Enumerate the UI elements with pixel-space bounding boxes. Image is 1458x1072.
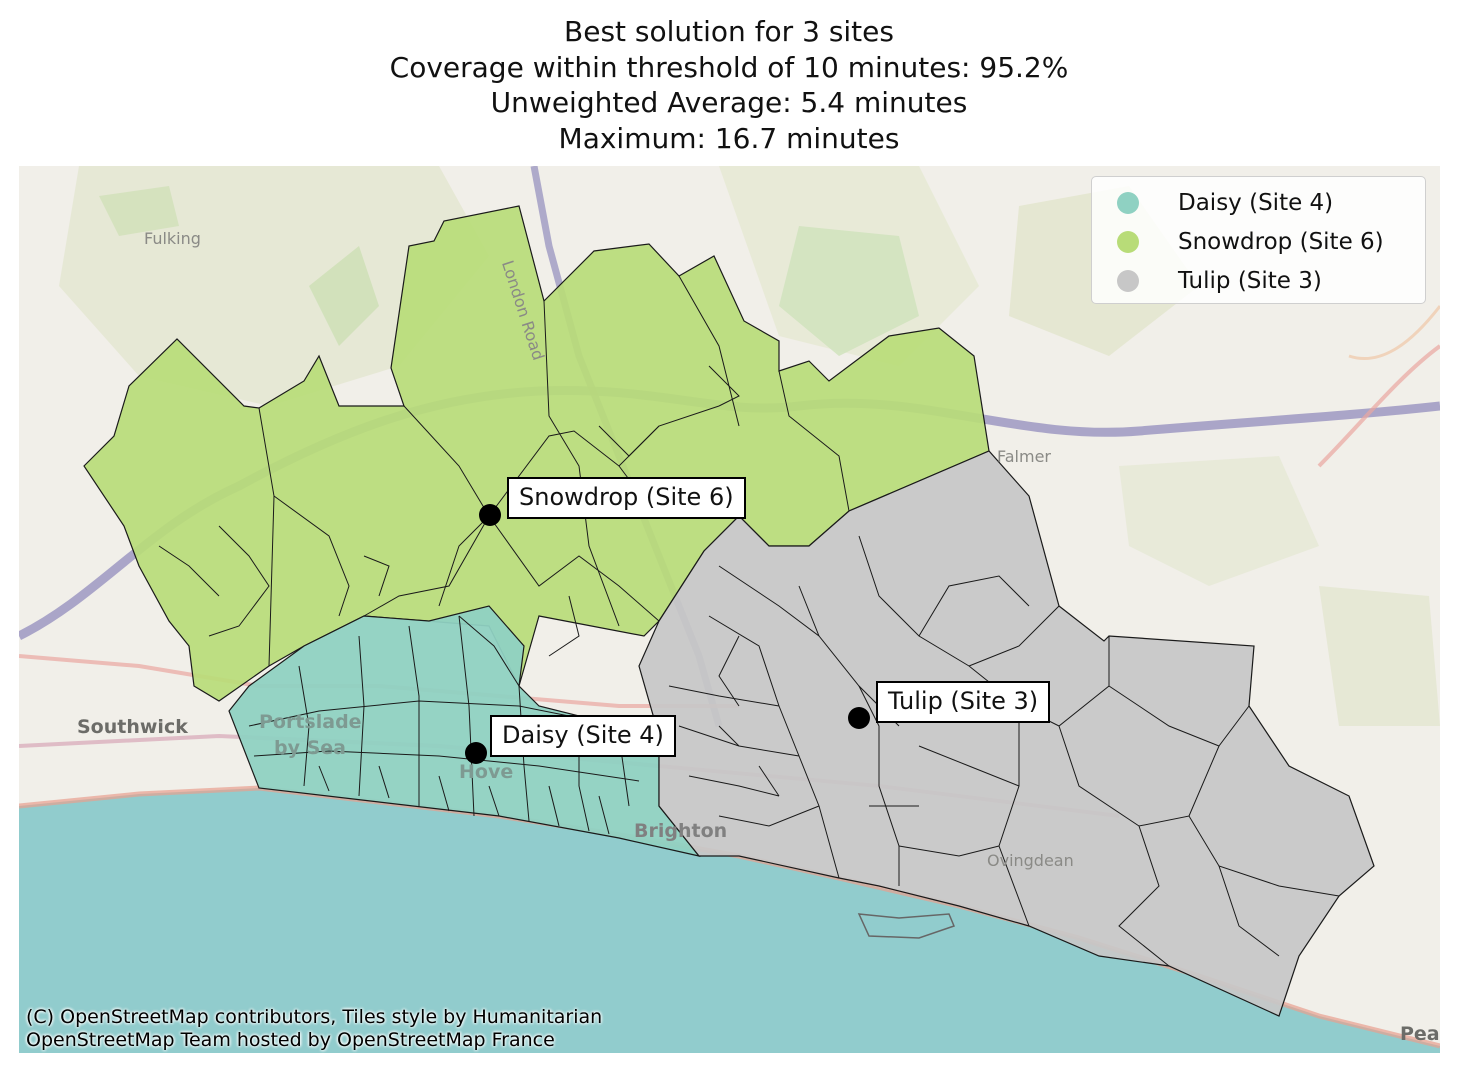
- place-by-sea: by Sea: [274, 737, 346, 759]
- place-falmer: Falmer: [997, 447, 1051, 466]
- attribution-line-1: (C) OpenStreetMap contributors, Tiles st…: [26, 1006, 603, 1028]
- legend-swatch-daisy: [1117, 192, 1139, 214]
- map-area[interactable]: Fulking London Road Falmer Southwick Por…: [19, 166, 1440, 1053]
- site-marker-tulip[interactable]: [848, 707, 870, 729]
- region-daisy[interactable]: [228, 605, 701, 857]
- site-label-daisy: Daisy (Site 4): [490, 715, 676, 757]
- title-line-4: Maximum: 16.7 minutes: [558, 121, 900, 155]
- legend-item-daisy: Daisy (Site 4): [1092, 188, 1425, 218]
- legend-item-tulip: Tulip (Site 3): [1092, 266, 1425, 296]
- place-brighton: Brighton: [634, 820, 728, 842]
- place-southwick: Southwick: [77, 716, 188, 738]
- site-marker-daisy[interactable]: [465, 742, 487, 764]
- region-tulip[interactable]: [638, 450, 1375, 1017]
- sea: [19, 788, 1440, 1053]
- site-marker-snowdrop[interactable]: [479, 504, 501, 526]
- map-legend: Daisy (Site 4) Snowdrop (Site 6) Tulip (…: [1091, 176, 1426, 304]
- place-hove: Hove: [459, 761, 514, 783]
- attribution-line-2: OpenStreetMap Team hosted by OpenStreetM…: [26, 1029, 555, 1051]
- map-attribution: (C) OpenStreetMap contributors, Tiles st…: [26, 1006, 602, 1052]
- place-portslade: Portslade: [259, 711, 362, 733]
- site-label-tulip: Tulip (Site 3): [876, 681, 1051, 723]
- legend-label-snowdrop: Snowdrop (Site 6): [1178, 229, 1384, 255]
- title-line-2: Coverage within threshold of 10 minutes:…: [389, 50, 1069, 84]
- title-line-3: Unweighted Average: 5.4 minutes: [490, 86, 968, 119]
- legend-item-snowdrop: Snowdrop (Site 6): [1092, 227, 1425, 257]
- title-line-1: Best solution for 3 sites: [564, 15, 894, 48]
- legend-label-daisy: Daisy (Site 4): [1178, 190, 1334, 216]
- place-ovingdean: Ovingdean: [987, 851, 1074, 870]
- legend-swatch-snowdrop: [1117, 231, 1139, 253]
- marina-outline: [857, 913, 955, 939]
- basemap-land-patches: [59, 166, 1440, 726]
- place-peacehaven: Peac: [1400, 1023, 1440, 1045]
- map-canvas: [19, 166, 1440, 1053]
- legend-label-tulip: Tulip (Site 3): [1178, 268, 1322, 294]
- site-label-snowdrop: Snowdrop (Site 6): [507, 477, 746, 519]
- legend-swatch-tulip: [1117, 270, 1139, 292]
- map-title: Best solution for 3 sites Coverage withi…: [0, 14, 1458, 156]
- place-fulking: Fulking: [144, 229, 201, 248]
